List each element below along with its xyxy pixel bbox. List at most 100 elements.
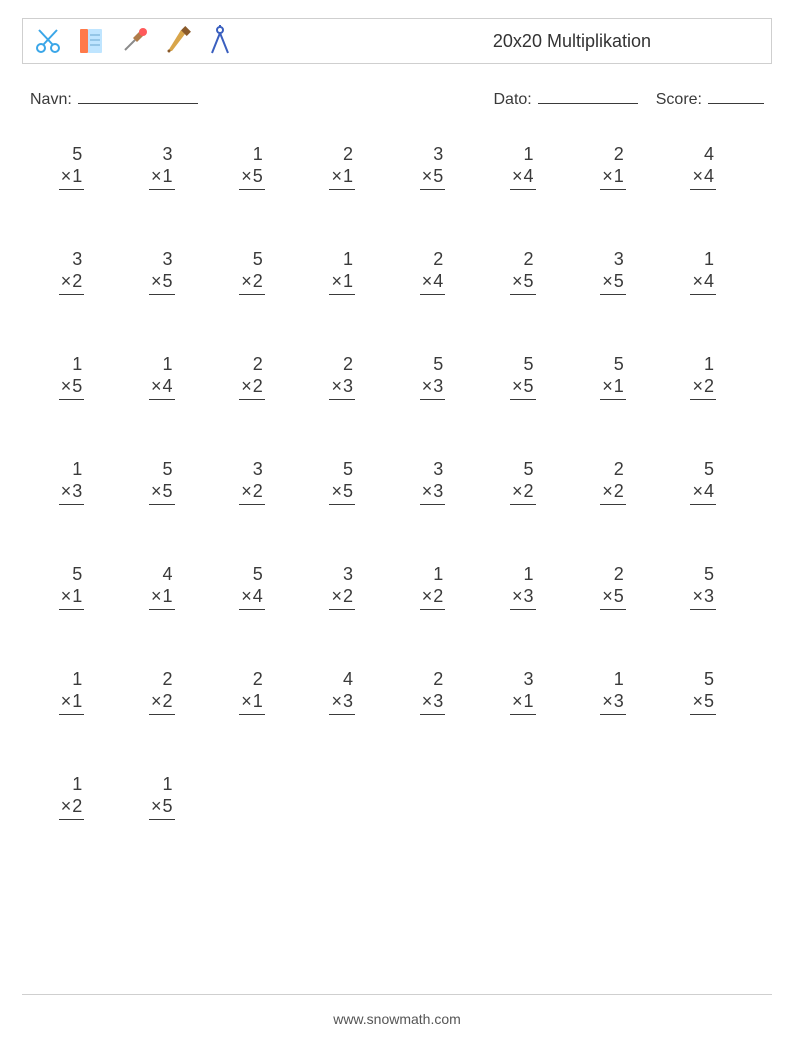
multiplier: 3 xyxy=(433,481,443,501)
multiplication-problem: 2×1 xyxy=(600,143,626,190)
multiplication-problem: 2×5 xyxy=(600,563,626,610)
problem-cell: 1×4 xyxy=(126,353,216,400)
multiplication-problem: 4×3 xyxy=(329,668,355,715)
multiplier-row: ×3 xyxy=(420,375,446,400)
problems-grid: 5×13×11×52×13×51×42×14×43×23×55×21×12×42… xyxy=(36,143,758,820)
problem-cell: 2×2 xyxy=(578,458,668,505)
multiplier-row: ×3 xyxy=(420,480,446,505)
multiplication-problem: 5×1 xyxy=(59,563,85,610)
multiplier-row: ×5 xyxy=(600,270,626,295)
multiplier: 3 xyxy=(433,691,443,711)
multiplier: 3 xyxy=(433,376,443,396)
footer-divider xyxy=(22,994,772,995)
multiplier-row: ×1 xyxy=(239,690,265,715)
multiplication-problem: 1×1 xyxy=(59,668,85,715)
multiplier: 4 xyxy=(704,166,714,186)
multiplier-row: ×4 xyxy=(239,585,265,610)
multiplier: 4 xyxy=(704,481,714,501)
problem-cell: 1×5 xyxy=(36,353,126,400)
multiplicand: 5 xyxy=(341,458,355,480)
footer-url: www.snowmath.com xyxy=(0,1011,794,1027)
operator: × xyxy=(331,691,342,711)
multiplication-problem: 3×2 xyxy=(329,563,355,610)
problem-cell: 4×1 xyxy=(126,563,216,610)
multiplier: 5 xyxy=(72,376,82,396)
operator: × xyxy=(241,376,252,396)
problem-cell: 1×4 xyxy=(668,248,758,295)
multiplier: 2 xyxy=(343,586,353,606)
multiplicand: 2 xyxy=(431,668,445,690)
problem-cell: 5×5 xyxy=(126,458,216,505)
multiplication-problem: 1×5 xyxy=(59,353,85,400)
problem-cell: 5×4 xyxy=(217,563,307,610)
multiplier-row: ×5 xyxy=(149,480,175,505)
problem-cell: 2×2 xyxy=(217,353,307,400)
multiplicand: 2 xyxy=(612,563,626,585)
name-field: Navn: xyxy=(30,90,198,109)
operator: × xyxy=(61,691,72,711)
multiplication-problem: 5×5 xyxy=(329,458,355,505)
operator: × xyxy=(151,481,162,501)
problem-cell: 2×2 xyxy=(126,668,216,715)
multiplicand: 1 xyxy=(341,248,355,270)
multiplicand: 3 xyxy=(431,143,445,165)
multiplication-problem: 3×1 xyxy=(510,668,536,715)
multiplicand: 4 xyxy=(341,668,355,690)
multiplier: 1 xyxy=(614,376,624,396)
multiplier: 3 xyxy=(704,586,714,606)
multiplier: 5 xyxy=(343,481,353,501)
multiplier-row: ×1 xyxy=(600,375,626,400)
multiplier: 3 xyxy=(72,481,82,501)
multiplier-row: ×5 xyxy=(329,480,355,505)
multiplication-problem: 5×1 xyxy=(59,143,85,190)
multiplier: 5 xyxy=(162,796,172,816)
operator: × xyxy=(602,691,613,711)
multiplier: 3 xyxy=(343,691,353,711)
problem-cell: 5×1 xyxy=(578,353,668,400)
operator: × xyxy=(151,166,162,186)
operator: × xyxy=(151,796,162,816)
problem-cell: 1×2 xyxy=(397,563,487,610)
multiplicand: 3 xyxy=(341,563,355,585)
multiplier-row: ×4 xyxy=(149,375,175,400)
problem-cell: 2×5 xyxy=(578,563,668,610)
operator: × xyxy=(602,586,613,606)
worksheet-title: 20x20 Multiplikation xyxy=(493,31,761,52)
operator: × xyxy=(151,586,162,606)
name-blank[interactable] xyxy=(78,90,198,104)
operator: × xyxy=(422,691,433,711)
multiplier: 2 xyxy=(162,691,172,711)
multiplication-problem: 5×2 xyxy=(239,248,265,295)
multiplier-row: ×3 xyxy=(690,585,716,610)
date-label: Dato: xyxy=(494,91,532,109)
problem-cell: 5×5 xyxy=(668,668,758,715)
multiplier-row: ×5 xyxy=(600,585,626,610)
operator: × xyxy=(602,166,613,186)
multiplicand: 5 xyxy=(160,458,174,480)
problem-cell: 1×5 xyxy=(217,143,307,190)
problem-cell: 3×2 xyxy=(36,248,126,295)
score-blank[interactable] xyxy=(708,90,764,104)
multiplier-row: ×2 xyxy=(239,375,265,400)
score-label: Score: xyxy=(656,91,702,109)
multiplier-row: ×5 xyxy=(510,270,536,295)
compass-icon xyxy=(207,25,233,57)
multiplication-problem: 2×1 xyxy=(239,668,265,715)
multiplicand: 3 xyxy=(160,143,174,165)
operator: × xyxy=(692,586,703,606)
multiplier-row: ×2 xyxy=(690,375,716,400)
problem-cell: 1×3 xyxy=(578,668,668,715)
multiplier: 2 xyxy=(433,586,443,606)
multiplier: 5 xyxy=(253,166,263,186)
problem-cell: 3×3 xyxy=(397,458,487,505)
multiplication-problem: 2×2 xyxy=(239,353,265,400)
score-field: Score: xyxy=(656,90,764,109)
problem-cell: 3×1 xyxy=(126,143,216,190)
operator: × xyxy=(422,481,433,501)
name-label: Navn: xyxy=(30,91,72,109)
multiplicand: 2 xyxy=(251,353,265,375)
multiplier: 1 xyxy=(343,166,353,186)
date-blank[interactable] xyxy=(538,90,638,104)
multiplier: 5 xyxy=(704,691,714,711)
multiplier-row: ×3 xyxy=(329,690,355,715)
